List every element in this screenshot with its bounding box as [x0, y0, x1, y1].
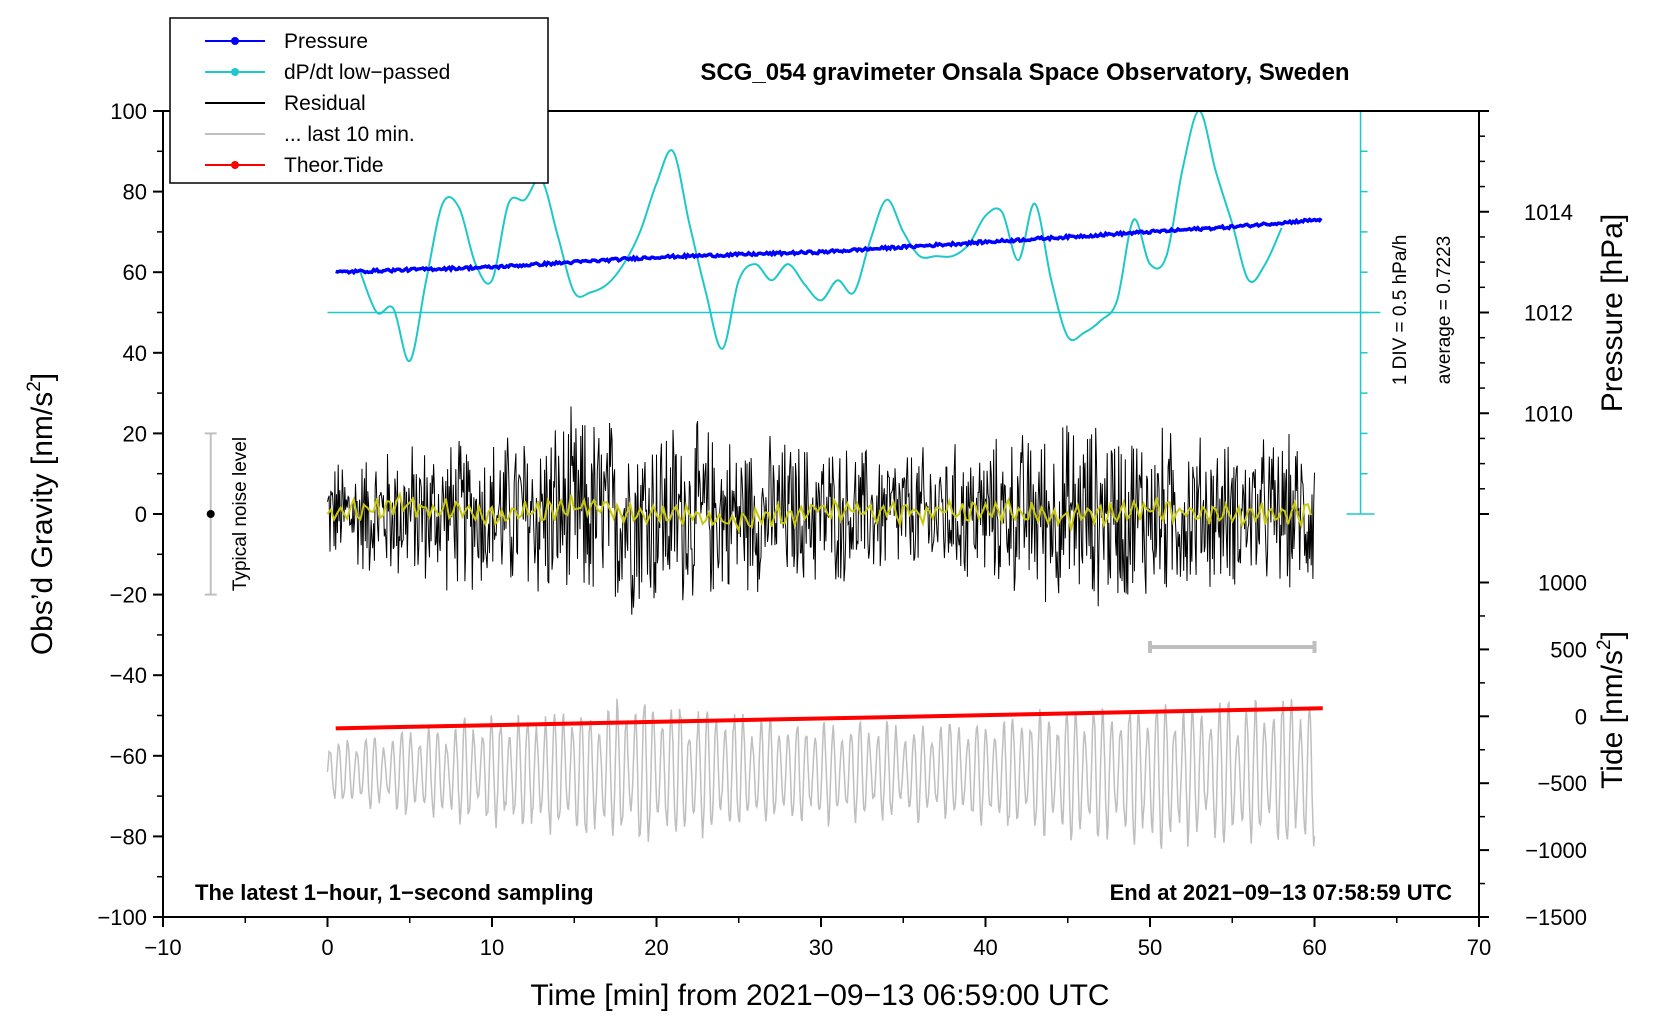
legend-item: ... last 10 min.: [205, 123, 415, 146]
y-tick-label: 60: [123, 260, 147, 285]
legend-marker: [231, 68, 239, 76]
pressure-div-label: 1 DIV = 0.5 hPa/h: [1390, 235, 1411, 386]
x-tick-label: 10: [480, 935, 504, 960]
legend-label: Theor.Tide: [284, 154, 384, 177]
legend-item: Residual: [205, 92, 366, 115]
end-time-note: End at 2021−09−13 07:58:59 UTC: [1110, 880, 1453, 905]
pressure-axis-ticks: 1010 1012 1014: [1479, 110, 1573, 515]
y-tick-label: 0: [135, 502, 147, 527]
dpdt-line: [359, 109, 1283, 362]
y-tick-label: −60: [110, 744, 147, 769]
legend-label: Residual: [284, 92, 366, 115]
y-tick-label: 100: [110, 99, 147, 124]
last-10-min-bar: [1148, 640, 1317, 653]
tide-axis-label: Tide [nm/s2]: [1594, 631, 1629, 789]
y-tick-label: 80: [123, 180, 147, 205]
legend-label: ... last 10 min.: [284, 123, 415, 146]
x-tick-label: 20: [644, 935, 668, 960]
legend-marker: [231, 37, 239, 45]
x-tick-label: −10: [144, 935, 181, 960]
pressure-tick-label: 1012: [1524, 301, 1573, 326]
chart-title: SCG_054 gravimeter Onsala Space Observat…: [700, 59, 1349, 86]
tide-tick-label: −1500: [1525, 905, 1587, 930]
pressure-series: [335, 217, 1323, 276]
noise-bar-dot: [206, 510, 215, 518]
x-tick-label: 60: [1302, 935, 1326, 960]
pressure-average-label: average = 0.7223: [1434, 236, 1455, 384]
legend-label: Pressure: [284, 30, 368, 53]
x-axis-label: Time [min] from 2021−09−13 06:59:00 UTC: [530, 979, 1109, 1012]
pressure-tick-label: 1010: [1524, 401, 1573, 426]
dpdt-series: [359, 109, 1283, 362]
x-tick-label: 0: [321, 935, 333, 960]
tide-series: [335, 706, 1323, 731]
residual-lowpass-line: [326, 491, 1313, 534]
x-tick-label: 70: [1467, 935, 1491, 960]
y-tick-label: 40: [123, 341, 147, 366]
y-tick-label: 20: [123, 421, 147, 446]
y-axis-label: Obs’d Gravity [nm/s2]: [24, 373, 59, 655]
tide-axis-ticks: −1500 −1000 −500 0 500 1000: [1479, 571, 1587, 930]
noise-level-bar: [204, 432, 217, 596]
pressure-tick-label: 1014: [1524, 200, 1573, 225]
x-tick-label: 30: [809, 935, 833, 960]
legend: Pressure dP/dt low−passed Residual ... last…: [169, 17, 549, 184]
x-axis-ticks: −10 0 10 20 30 40 50 60 70: [144, 917, 1491, 960]
tide-line: [335, 706, 1323, 731]
tide-tick-label: −500: [1537, 771, 1587, 796]
legend-item: Pressure: [205, 30, 368, 53]
tide-tick-label: 1000: [1538, 571, 1587, 596]
legend-marker: [231, 161, 239, 169]
pressure-axis-label: Pressure [hPa]: [1596, 214, 1629, 412]
y-tick-label: −100: [97, 905, 147, 930]
legend-item: Theor.Tide: [205, 154, 384, 177]
tide-tick-label: 500: [1550, 637, 1587, 662]
pressure-line: [335, 217, 1323, 276]
tide-tick-label: −1000: [1525, 838, 1587, 863]
tide-tick-label: 0: [1575, 704, 1587, 729]
residual-lowpass-series: [326, 491, 1313, 534]
x-tick-label: 40: [973, 935, 997, 960]
sampling-note: The latest 1−hour, 1−second sampling: [195, 880, 594, 905]
y-axis-ticks: −100 −80 −60 −40 −20 0 20 40 60 80 100: [97, 99, 163, 930]
legend-label: dP/dt low−passed: [284, 61, 450, 84]
y-tick-label: −80: [110, 824, 147, 849]
y-tick-label: −40: [110, 663, 147, 688]
x-tick-label: 50: [1138, 935, 1162, 960]
y-tick-label: −20: [110, 583, 147, 608]
noise-level-label: Typical noise level: [230, 437, 251, 591]
legend-item: dP/dt low−passed: [205, 61, 450, 84]
